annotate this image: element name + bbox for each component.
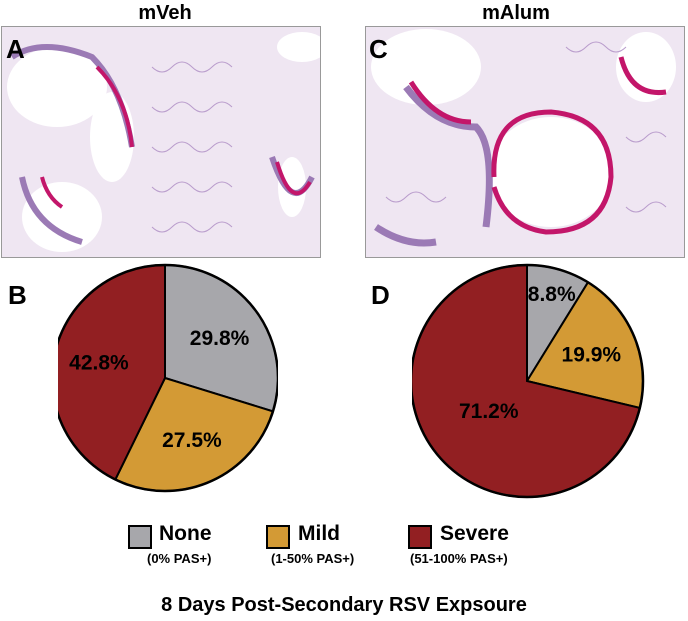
pie-chart-b: 29.8% 27.5% 42.8% xyxy=(50,260,280,515)
panel-letter-a: A xyxy=(6,34,25,64)
legend-sub-mild: (1-50% PAS+) xyxy=(271,551,355,566)
legend-swatch-mild xyxy=(266,525,290,549)
left-column-title: mVeh xyxy=(138,2,192,24)
pie-chart-d: 8.8% 19.9% 71.2% xyxy=(409,260,652,515)
right-column-title: mAlum xyxy=(482,2,550,24)
legend-label-none: None xyxy=(159,522,212,545)
legend-label-severe: Severe xyxy=(440,522,509,545)
micrograph-c-image xyxy=(366,27,684,257)
pie-d-label-severe: 71.2% xyxy=(459,400,519,423)
pie-d-label-mild: 19.9% xyxy=(562,343,622,366)
pie-chart-b-svg: 29.8% 27.5% 42.8% xyxy=(50,263,280,493)
micrograph-c xyxy=(365,26,685,258)
pie-d-label-none: 8.8% xyxy=(528,283,576,306)
panel-letter-b: B xyxy=(8,280,27,310)
legend-swatch-severe xyxy=(408,525,432,549)
legend-sub-none: (0% PAS+) xyxy=(147,551,212,566)
micrograph-a-image xyxy=(2,27,320,257)
pie-b-label-mild: 27.5% xyxy=(162,429,222,452)
pie-b-label-none: 29.8% xyxy=(190,327,250,350)
legend-sub-severe: (51-100% PAS+) xyxy=(410,551,508,566)
panel-letter-c: C xyxy=(369,34,388,64)
micrograph-a xyxy=(1,26,321,258)
legend-swatch-none xyxy=(128,525,152,549)
figure-caption: 8 Days Post-Secondary RSV Expsoure xyxy=(161,594,527,616)
panel-letter-d: D xyxy=(371,280,390,310)
pie-b-label-severe: 42.8% xyxy=(69,352,129,375)
legend-label-mild: Mild xyxy=(298,522,340,545)
pie-chart-d-svg: 8.8% 19.9% 71.2% xyxy=(409,263,645,499)
